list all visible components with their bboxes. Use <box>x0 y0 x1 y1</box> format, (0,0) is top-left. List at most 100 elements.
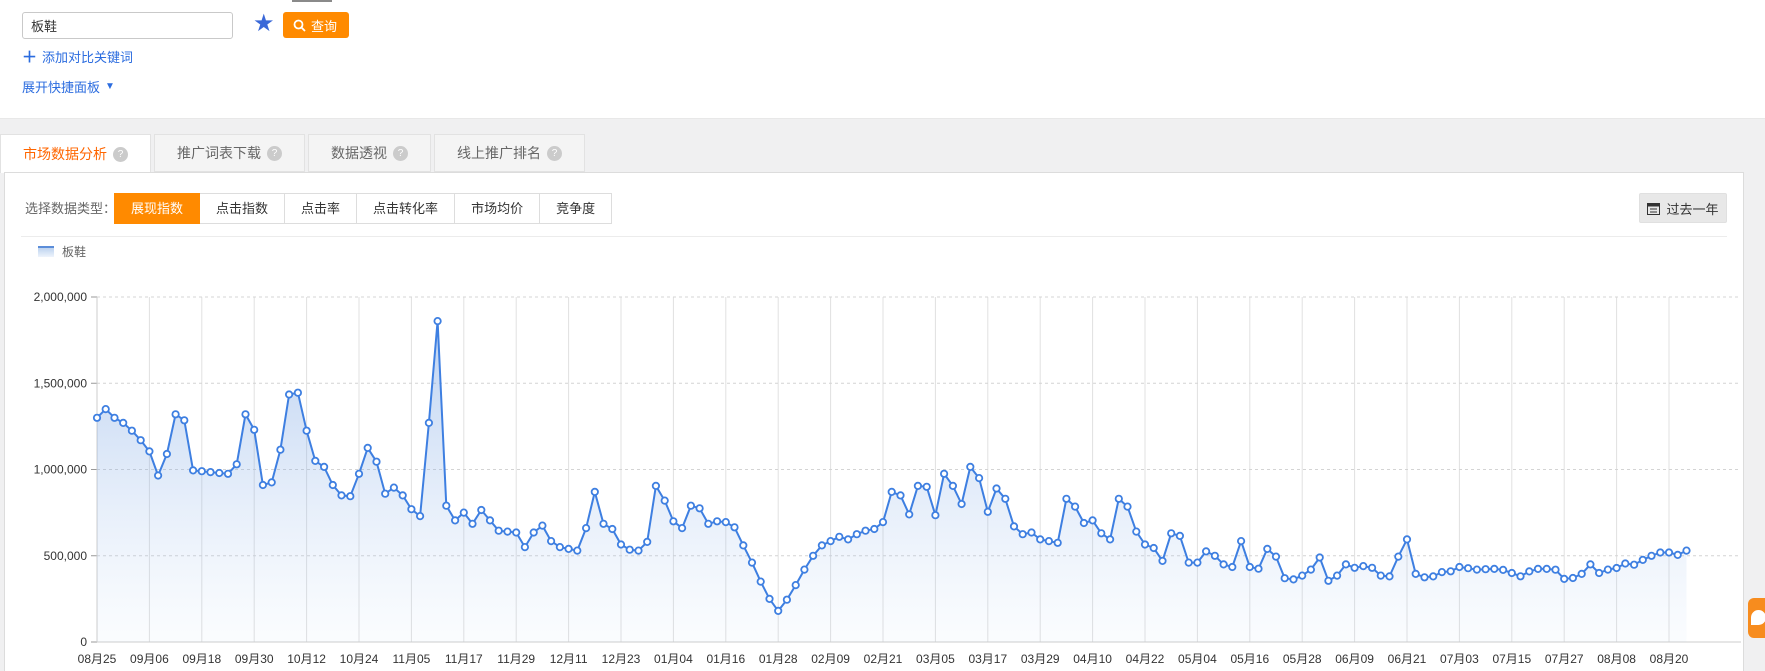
data-point[interactable] <box>232 460 241 469</box>
data-point[interactable] <box>599 519 608 528</box>
data-point[interactable] <box>861 526 870 535</box>
data-point[interactable] <box>145 447 154 456</box>
data-point[interactable] <box>555 542 565 552</box>
data-point[interactable] <box>538 521 547 530</box>
data-point[interactable] <box>852 530 861 539</box>
data-point[interactable] <box>546 536 556 546</box>
data-point[interactable] <box>870 524 879 534</box>
data-point[interactable] <box>686 501 696 510</box>
data-point[interactable] <box>1350 563 1359 572</box>
data-point[interactable] <box>1106 535 1115 544</box>
data-point[interactable] <box>800 565 809 574</box>
data-point[interactable] <box>1446 567 1455 576</box>
data-point[interactable] <box>1429 572 1438 581</box>
data-point[interactable] <box>1237 536 1246 546</box>
data-point[interactable] <box>1551 565 1560 574</box>
data-point[interactable] <box>1472 565 1482 574</box>
data-point[interactable] <box>1245 562 1254 572</box>
data-type-button-4[interactable]: 市场均价 <box>455 193 541 224</box>
data-point[interactable] <box>1402 535 1412 544</box>
data-point[interactable] <box>573 546 582 555</box>
query-button[interactable]: 查询 <box>283 12 350 38</box>
data-point[interactable] <box>284 390 294 399</box>
data-point[interactable] <box>1263 544 1272 553</box>
data-point[interactable] <box>1315 553 1324 562</box>
data-point[interactable] <box>1341 560 1351 569</box>
data-point[interactable] <box>1158 556 1167 565</box>
data-point[interactable] <box>512 528 521 537</box>
data-point[interactable] <box>721 518 730 527</box>
data-point[interactable] <box>1210 551 1220 560</box>
data-point[interactable] <box>110 413 119 422</box>
data-point[interactable] <box>267 478 276 487</box>
data-point[interactable] <box>1664 548 1674 557</box>
data-point[interactable] <box>1411 569 1420 578</box>
data-point[interactable] <box>1595 568 1604 578</box>
data-point[interactable] <box>520 542 530 552</box>
data-point[interactable] <box>1586 560 1595 569</box>
data-point[interactable] <box>1027 528 1036 537</box>
data-point[interactable] <box>389 483 398 492</box>
data-point[interactable] <box>1612 563 1621 573</box>
data-point[interactable] <box>276 445 285 454</box>
data-point[interactable] <box>1071 502 1080 511</box>
data-point[interactable] <box>739 541 748 550</box>
data-point[interactable] <box>826 536 835 546</box>
data-point[interactable] <box>564 544 573 553</box>
floating-contact-button[interactable] <box>1748 598 1765 638</box>
data-point[interactable] <box>1455 562 1464 572</box>
data-point[interactable] <box>1193 558 1202 567</box>
data-point[interactable] <box>695 504 704 513</box>
data-point[interactable] <box>1490 564 1499 573</box>
data-point[interactable] <box>171 410 180 419</box>
data-point[interactable] <box>1542 564 1551 573</box>
data-point[interactable] <box>407 505 416 514</box>
data-point[interactable] <box>529 528 538 537</box>
data-point[interactable] <box>92 413 102 422</box>
data-point[interactable] <box>843 535 853 544</box>
tab-3[interactable]: 线上推广排名? <box>434 134 585 172</box>
data-point[interactable] <box>983 507 992 516</box>
data-point[interactable] <box>896 491 905 500</box>
data-point[interactable] <box>503 527 512 536</box>
data-point[interactable] <box>1254 564 1263 573</box>
tab-2[interactable]: 数据透视? <box>308 134 431 172</box>
data-point[interactable] <box>608 524 617 534</box>
data-point[interactable] <box>433 316 442 326</box>
data-point[interactable] <box>1464 564 1473 573</box>
data-point[interactable] <box>1630 560 1639 569</box>
data-point[interactable] <box>966 462 975 471</box>
help-icon[interactable]: ? <box>267 145 282 161</box>
data-point[interactable] <box>1394 552 1403 561</box>
data-point[interactable] <box>1298 571 1307 580</box>
tab-0[interactable]: 市场数据分析? <box>0 134 151 173</box>
series-legend[interactable]: 板鞋 <box>38 243 86 260</box>
data-point[interactable] <box>1324 576 1333 585</box>
date-range-button[interactable]: 过去一年 <box>1639 193 1727 223</box>
data-point[interactable] <box>782 595 792 604</box>
data-point[interactable] <box>1053 538 1062 547</box>
help-icon[interactable]: ? <box>393 145 408 161</box>
data-point[interactable] <box>1673 550 1682 559</box>
data-point[interactable] <box>948 481 958 490</box>
data-point[interactable] <box>1682 546 1691 555</box>
data-point[interactable] <box>1499 565 1508 574</box>
data-point[interactable] <box>136 436 145 445</box>
data-point[interactable] <box>354 469 364 478</box>
data-point[interactable] <box>241 410 250 419</box>
data-point[interactable] <box>215 468 224 478</box>
data-point[interactable] <box>1123 502 1132 511</box>
data-point[interactable] <box>477 505 486 515</box>
data-point[interactable] <box>878 518 888 527</box>
data-point[interactable] <box>581 523 591 533</box>
data-point[interactable] <box>154 471 163 480</box>
data-type-button-1[interactable]: 点击指数 <box>200 193 286 224</box>
data-point[interactable] <box>756 577 765 586</box>
data-point[interactable] <box>302 426 311 435</box>
data-point[interactable] <box>905 510 914 519</box>
data-point[interactable] <box>1036 535 1045 544</box>
data-point[interactable] <box>712 517 722 526</box>
data-point[interactable] <box>1088 516 1097 525</box>
data-point[interactable] <box>730 523 739 532</box>
data-point[interactable] <box>1437 567 1447 577</box>
